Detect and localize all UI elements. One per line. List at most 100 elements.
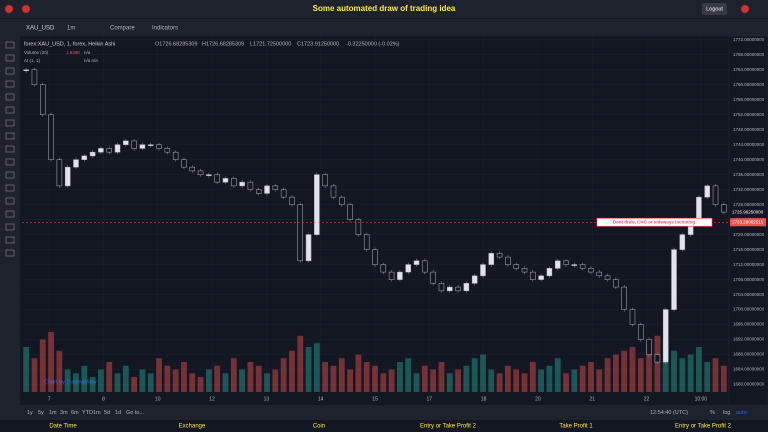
legend-open: O1726.68285309 [155,41,198,47]
legend-volume-value: 1.639K [66,50,80,55]
x-tick-label: 13 [264,396,270,402]
candle [123,140,129,145]
range-button[interactable]: 1m [93,410,101,416]
volume-bar [164,365,171,392]
volume-bar [529,362,536,392]
y-tick-label: 1756.00000000 [733,97,765,102]
candle [330,185,337,198]
footer [0,420,768,432]
tool-icon[interactable] [5,80,15,88]
candle [438,283,445,292]
candle [98,148,104,153]
volume-bar [289,350,295,392]
volume-bar [330,365,337,392]
range-button[interactable]: 1y [27,410,33,416]
candle [114,144,121,153]
tool-icon[interactable] [5,145,15,153]
tool-icon[interactable] [5,54,15,62]
clock: 12:54:40 (UTC) [650,410,688,416]
range-option[interactable]: log [723,410,730,416]
range-button[interactable]: 6m [71,410,79,416]
tool-icon[interactable] [5,236,15,244]
footer-tab[interactable]: Exchange [179,424,206,430]
footer-tab[interactable]: Coin [313,424,325,430]
candle [222,178,229,183]
candle [571,264,578,266]
indicators[interactable]: Indicators [152,26,178,32]
candle [430,271,436,284]
candle [621,286,627,310]
range-option[interactable]: auto [736,410,747,416]
volume-bar [637,358,644,392]
volume-bar [272,369,279,392]
range-button[interactable]: 3m [60,410,68,416]
volume-bar [205,369,212,392]
watermark: Chart by TradingView [44,379,97,385]
candle [339,196,345,205]
candle [272,185,279,190]
volume-bar [662,339,669,392]
candle [513,264,519,269]
volume-bar [687,354,694,392]
x-tick-label: 21 [589,396,595,402]
tool-icon[interactable] [5,171,15,179]
candle [40,84,46,115]
interval[interactable]: 1m [67,26,75,32]
logout-label[interactable]: Logout [706,6,723,12]
range-button[interactable]: 1m [49,410,57,416]
tool-icon[interactable] [5,249,15,257]
range-button[interactable]: 1d [115,410,121,416]
range-option[interactable]: % [710,410,715,416]
volume-bar [197,377,204,392]
tool-icon[interactable] [5,210,15,218]
range-button[interactable]: 5y [38,410,44,416]
tool-icon[interactable] [5,41,15,49]
icon[interactable] [5,5,13,13]
range-button[interactable]: Go to... [126,410,145,416]
volume-bar [504,365,511,392]
tool-icon[interactable] [5,184,15,192]
candle [613,279,619,288]
tool-icon[interactable] [5,67,15,75]
candle [480,264,486,277]
icon[interactable] [22,5,30,13]
y-tick-label: 1708.00000000 [733,277,765,282]
y-tick-label: 1768.00000000 [733,52,765,57]
candle [712,185,719,205]
range-button[interactable]: 5d [104,410,110,416]
candle [297,204,303,262]
volume-bar [588,362,594,392]
tool-icon[interactable] [5,158,15,166]
y-tick-label: 1696.00000000 [733,322,765,327]
y-tick-label: 1704.00000000 [733,292,765,297]
volume-bar [421,365,428,392]
tool-icon[interactable] [5,93,15,101]
volume-bar [596,369,603,392]
tool-icon[interactable] [5,119,15,127]
volume-bar [372,365,378,392]
tool-icon[interactable] [5,132,15,140]
price-label: 1723.29062515 [732,219,764,224]
tool-icon[interactable] [5,197,15,205]
logout-button[interactable] [702,3,727,15]
range-button[interactable]: YTD [82,410,93,416]
volume-bar [571,369,578,392]
volume-bar [23,347,30,392]
volume-bar [413,373,420,392]
y-tick-label: 1720.00000000 [733,232,765,237]
footer-tab[interactable]: Entry or Take Profit 2 [675,424,732,430]
footer-tab[interactable]: Date Time [49,424,77,430]
tool-icon[interactable] [5,223,15,231]
volume-bar [338,358,345,392]
icon[interactable] [741,5,749,13]
footer-tab[interactable]: Entry or Take Profit 2 [420,424,477,430]
compare[interactable]: Compare [110,26,135,32]
tool-icon[interactable] [5,106,15,114]
x-tick-label: 10 [155,396,161,402]
volume-bar [122,365,129,392]
footer-tab[interactable]: Take Profit 1 [559,424,593,430]
candle [147,144,154,146]
symbol[interactable]: XAU_USD [26,26,55,32]
